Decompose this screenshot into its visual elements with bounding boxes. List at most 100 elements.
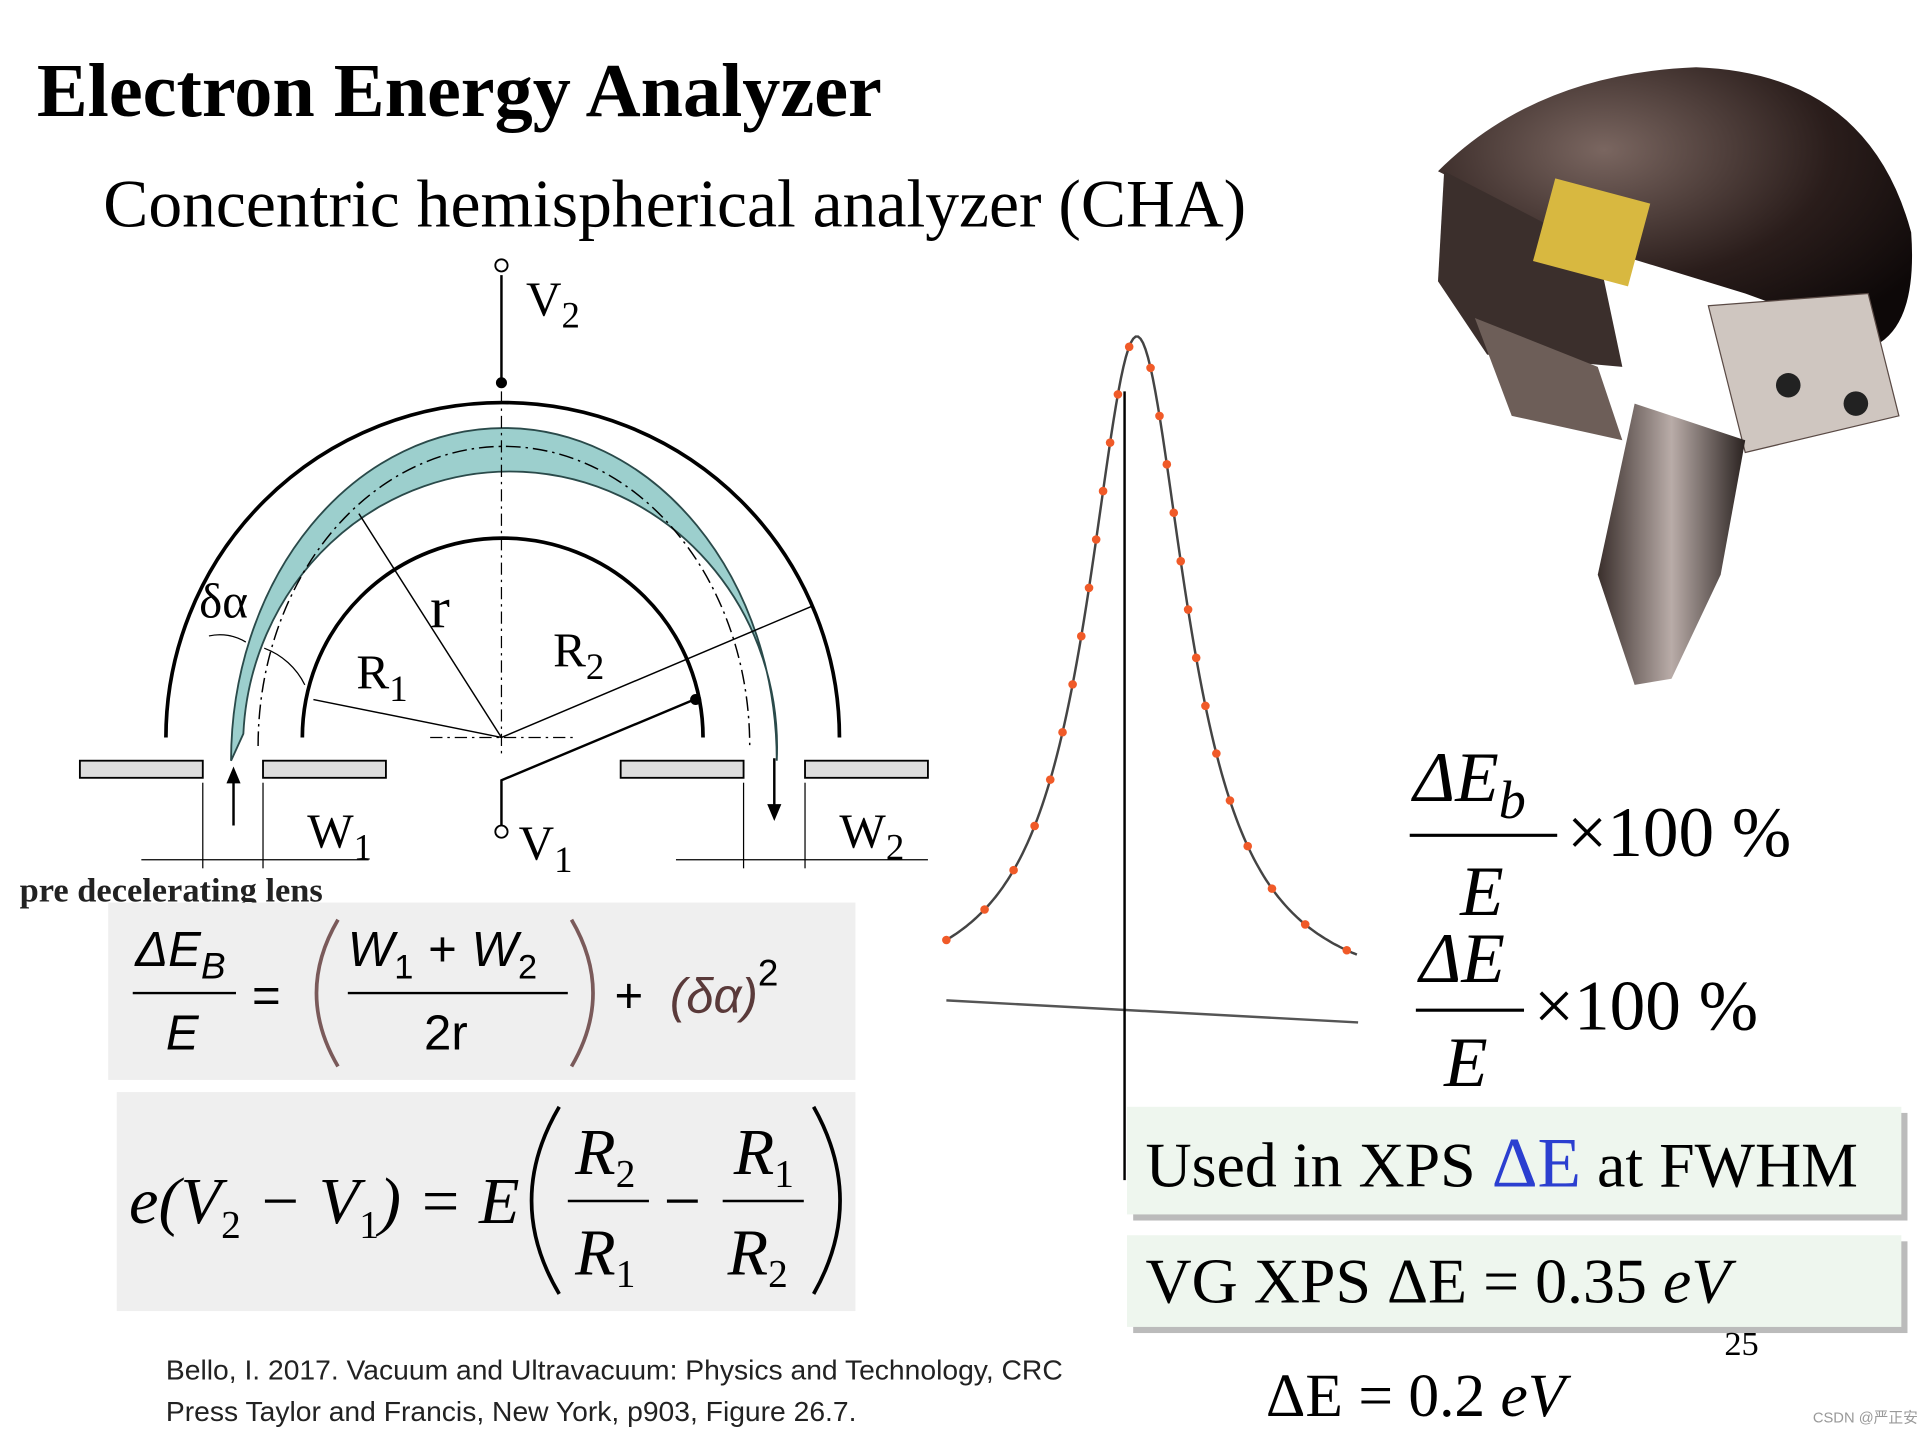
diagram-label: W2 bbox=[839, 804, 904, 868]
eq-text: + bbox=[428, 923, 457, 977]
eq-text: B bbox=[201, 945, 226, 986]
diagram-label: V1 bbox=[519, 816, 573, 880]
peak-curve bbox=[945, 335, 1358, 956]
peak-dot bbox=[1342, 945, 1352, 955]
paren bbox=[812, 1105, 842, 1295]
peak-dot bbox=[1183, 605, 1193, 614]
eq-text: R1 bbox=[733, 1116, 794, 1195]
peak-illustration bbox=[942, 335, 1359, 1181]
eq-text: 2 bbox=[758, 953, 779, 994]
eq-text: 2 bbox=[768, 1253, 788, 1296]
diagram-label: V bbox=[526, 272, 562, 327]
eq-text: R bbox=[574, 1116, 616, 1189]
eq-text: 2 bbox=[221, 1204, 241, 1247]
paren bbox=[529, 1105, 561, 1295]
peak-dot bbox=[1045, 775, 1055, 784]
citation: Bello, I. 2017. Vacuum and Ultravacuum: … bbox=[166, 1354, 1063, 1386]
formula-text: ×100 % bbox=[1534, 968, 1758, 1046]
formula-text: b bbox=[1499, 770, 1526, 830]
peak-dot bbox=[1212, 749, 1221, 758]
peak-dot bbox=[1058, 727, 1067, 737]
eq-text: W1 + W2 bbox=[348, 923, 537, 986]
other-resolution: ΔE = 0.2 bbox=[1266, 1362, 1501, 1430]
diagram-label: 1 bbox=[389, 668, 407, 709]
analyzer-diagram bbox=[78, 258, 929, 869]
title: Electron Energy Analyzer bbox=[37, 49, 882, 133]
diagram-label: W bbox=[839, 804, 886, 859]
diagram-label: R bbox=[356, 645, 389, 700]
box-text: Used in XPS ΔE at FWHM bbox=[1145, 1124, 1858, 1202]
box-text: VG XPS ΔE = 0.35 eV bbox=[1145, 1246, 1737, 1317]
eq-text: R1 bbox=[574, 1216, 635, 1295]
other-resolution: ΔE = 0.2 eV bbox=[1266, 1362, 1572, 1430]
eq-text: 1 bbox=[616, 1253, 636, 1296]
peak-dot bbox=[1176, 556, 1186, 566]
diagram-label: W1 bbox=[307, 804, 372, 868]
peak-dot bbox=[1300, 920, 1310, 929]
formula-text: ΔE bbox=[1410, 739, 1498, 817]
eq-text: (δα)2 bbox=[670, 953, 779, 1024]
box-text: Used in XPS bbox=[1145, 1129, 1491, 1200]
diagram-label: δα bbox=[199, 574, 248, 629]
peak-dot bbox=[1225, 796, 1235, 805]
equation-1: ΔEB E = W1 + W2 2r + (δα)2 bbox=[132, 918, 779, 1068]
eq-text: e(V bbox=[129, 1165, 228, 1238]
peak-dot bbox=[1201, 701, 1210, 711]
formula-text: ×100 % bbox=[1567, 794, 1791, 872]
peak-dot bbox=[1030, 821, 1039, 831]
peak-dot bbox=[1105, 438, 1115, 447]
eq-text: (δα) bbox=[670, 970, 758, 1024]
box-text: VG XPS ΔE = 0.35 bbox=[1145, 1246, 1662, 1317]
other-resolution: eV bbox=[1501, 1362, 1572, 1430]
peak-dot bbox=[1155, 411, 1164, 421]
eq-text: E bbox=[166, 1006, 200, 1060]
eq-text: R2 bbox=[727, 1216, 788, 1295]
peak-dot bbox=[1162, 460, 1172, 469]
diagram-label: W bbox=[307, 804, 354, 859]
peak-dot bbox=[1084, 583, 1094, 593]
eq-text: R2 bbox=[574, 1116, 635, 1195]
eq-text: ΔE bbox=[134, 923, 202, 977]
diagram-label: 2 bbox=[886, 827, 904, 868]
eq-text: R bbox=[733, 1116, 775, 1189]
diagram-label: r bbox=[430, 576, 450, 641]
eq-text: R bbox=[727, 1216, 769, 1289]
watermark: CSDN @严正安 bbox=[1813, 1409, 1918, 1426]
diagram-label: V2 bbox=[526, 272, 580, 336]
info-box bbox=[1127, 1235, 1902, 1327]
peak-dot bbox=[1009, 865, 1018, 875]
eq-text: W bbox=[348, 923, 399, 977]
baseline bbox=[946, 999, 1359, 1024]
peak-dot bbox=[1191, 653, 1201, 663]
eq-text: e(V2 − V1) = E bbox=[129, 1165, 519, 1247]
diagram-label: 2 bbox=[562, 295, 580, 336]
box-text: at FWHM bbox=[1581, 1129, 1858, 1200]
eq-text: − V bbox=[241, 1165, 366, 1238]
peak-dot bbox=[980, 905, 989, 914]
diagram-label: 2 bbox=[586, 646, 604, 687]
peak-dot bbox=[1146, 363, 1155, 373]
eq-text: 1 bbox=[394, 948, 413, 986]
peak-dot bbox=[1068, 680, 1077, 689]
diagram-label: R bbox=[553, 623, 586, 678]
peak-dot bbox=[1098, 486, 1108, 496]
peak-dot bbox=[1169, 508, 1179, 518]
eq-text: 1 bbox=[774, 1152, 794, 1195]
peak-dot bbox=[1267, 884, 1277, 893]
eq-text: W bbox=[472, 923, 523, 977]
subtitle: Concentric hemispherical analyzer (CHA) bbox=[103, 166, 1246, 241]
eq-text: 2 bbox=[518, 948, 537, 986]
paren bbox=[314, 918, 340, 1068]
analyzer-photo bbox=[1437, 67, 1913, 685]
eq-text: + bbox=[615, 970, 644, 1024]
citation: Press Taylor and Francis, New York, p903… bbox=[166, 1395, 857, 1427]
eq-text: 1 bbox=[359, 1204, 379, 1247]
box-text: eV bbox=[1663, 1246, 1737, 1317]
peak-dot bbox=[942, 935, 951, 945]
diagram-label: R2 bbox=[553, 623, 604, 687]
diagram-label: 1 bbox=[554, 839, 572, 880]
peak-dot bbox=[1076, 631, 1086, 641]
